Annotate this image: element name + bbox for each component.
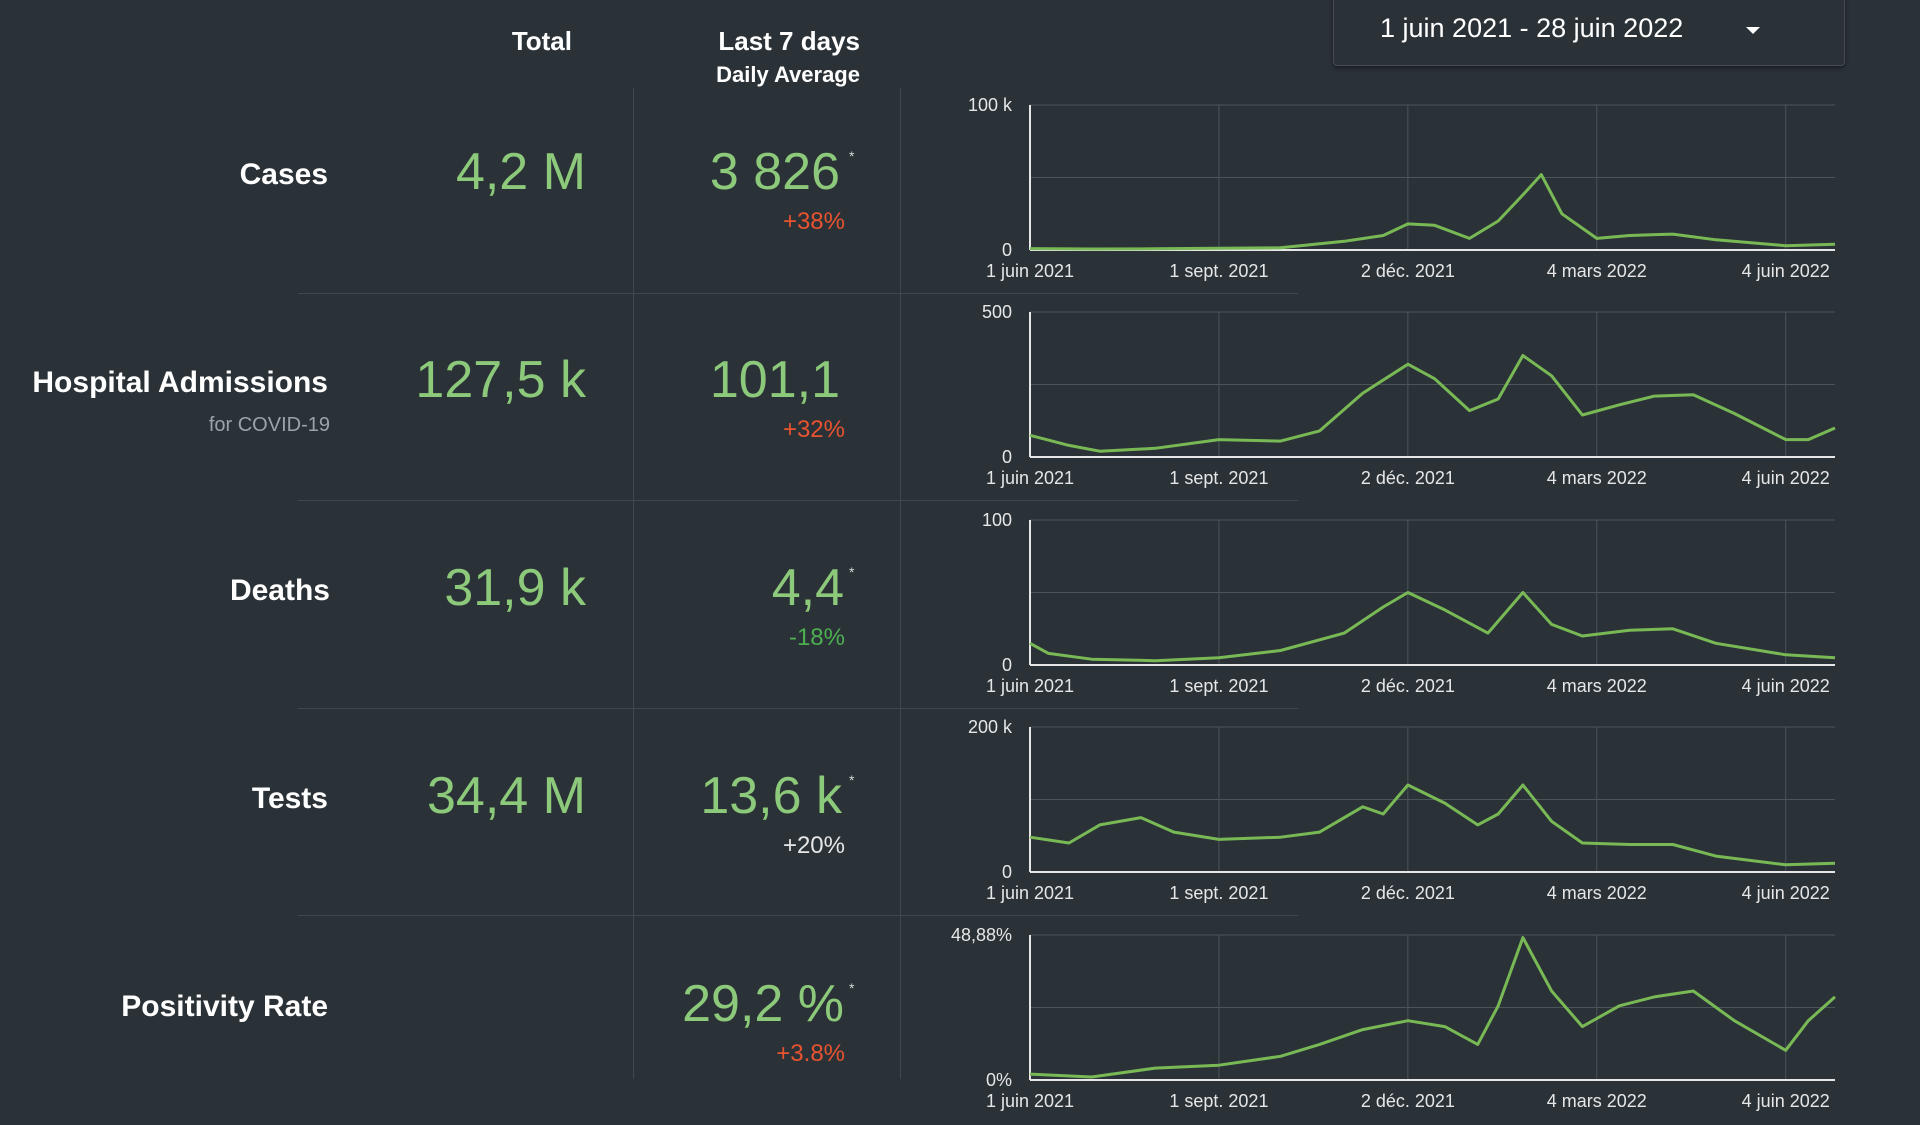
row-sublabel-covid: for COVID-19	[208, 414, 330, 436]
y-tick-label: 200 k	[968, 717, 1013, 737]
date-range-value: 1 juin 2021 - 28 juin 2022	[1380, 13, 1684, 43]
series-line	[1029, 783, 1836, 867]
row-label-deaths: Deaths	[229, 574, 330, 607]
x-tick-label: 4 mars 2022	[1547, 676, 1647, 696]
series-line	[1029, 591, 1836, 663]
date-range-dropdown[interactable]: 1 juin 2021 - 28 juin 2022	[1333, 0, 1845, 66]
x-tick-label: 1 juin 2021	[986, 468, 1074, 488]
x-tick-label: 1 sept. 2021	[1169, 468, 1268, 488]
avg-positivity-rate: 29,2 %	[682, 975, 844, 1033]
total-hospital-admissions: 127,5 k	[415, 351, 586, 409]
y-tick-label: 100	[982, 510, 1012, 530]
change-hospital-admissions: +32%	[782, 416, 845, 443]
x-tick-label: 1 juin 2021	[986, 883, 1074, 903]
x-tick-label: 4 mars 2022	[1547, 883, 1647, 903]
avg-deaths: 4,4	[771, 559, 844, 617]
x-tick-label: 4 mars 2022	[1547, 468, 1647, 488]
cases-chart[interactable]: 100 k 01 juin 2021 1 sept. 2021 2 déc. 2021…	[940, 95, 1840, 295]
x-tick-label: 4 juin 2022	[1742, 1091, 1830, 1111]
y-tick-label: 48,88%	[951, 925, 1012, 945]
y-tick-label: 0%	[986, 1070, 1012, 1090]
asterisk-note: *	[849, 564, 855, 580]
x-tick-label: 4 mars 2022	[1547, 1091, 1647, 1111]
series-line	[1029, 936, 1836, 1079]
y-tick-label: 0	[1002, 862, 1012, 882]
x-tick-label: 4 juin 2022	[1742, 261, 1830, 281]
x-tick-label: 1 juin 2021	[986, 676, 1074, 696]
positivity-rate-chart[interactable]: 48,88% 0%1 juin 2021 1 sept. 2021 2 déc. 20…	[940, 925, 1840, 1125]
x-tick-label: 4 juin 2022	[1742, 883, 1830, 903]
x-tick-label: 1 sept. 2021	[1169, 1091, 1268, 1111]
hospital-admissions-chart[interactable]: 500 01 juin 2021 1 sept. 2021 2 déc. 2021 4 …	[940, 302, 1840, 502]
row-label-tests: Tests	[251, 782, 328, 815]
header-daily-average: Daily Average	[716, 62, 860, 87]
x-tick-label: 1 juin 2021	[986, 261, 1074, 281]
deaths-chart[interactable]: 100 01 juin 2021 1 sept. 2021 2 déc. 2021 4 …	[940, 510, 1840, 710]
asterisk-note: *	[849, 980, 855, 996]
change-cases: +38%	[782, 208, 845, 235]
series-line	[1029, 354, 1836, 453]
chevron-down-icon	[1746, 27, 1760, 34]
header-last-7-days: Last 7 days	[718, 26, 860, 56]
row-label-positivity-rate: Positivity Rate	[121, 990, 328, 1023]
column-divider	[900, 88, 901, 1079]
x-tick-label: 1 sept. 2021	[1169, 261, 1268, 281]
tests-chart[interactable]: 200 k 01 juin 2021 1 sept. 2021 2 déc. 2021…	[940, 717, 1840, 917]
row-label-hospital-admissions: Hospital Admissions	[32, 366, 328, 399]
asterisk-note: *	[849, 772, 855, 788]
y-tick-label: 0	[1002, 240, 1012, 260]
y-tick-label: 500	[982, 302, 1012, 322]
x-tick-label: 1 juin 2021	[986, 1091, 1074, 1111]
change-positivity-rate: +3.8%	[776, 1040, 845, 1067]
row-divider	[298, 500, 1298, 501]
x-tick-label: 4 juin 2022	[1742, 676, 1830, 696]
avg-tests: 13,6 k	[700, 767, 842, 825]
avg-hospital-admissions: 101,1	[709, 351, 840, 409]
x-tick-label: 2 déc. 2021	[1361, 1091, 1455, 1111]
x-tick-label: 2 déc. 2021	[1361, 468, 1455, 488]
row-divider	[298, 915, 1298, 916]
change-deaths: -18%	[788, 624, 845, 651]
asterisk-note: *	[849, 148, 855, 164]
series-line	[1029, 173, 1836, 251]
x-tick-label: 4 juin 2022	[1742, 468, 1830, 488]
row-divider	[298, 708, 1298, 709]
change-tests: +20%	[782, 832, 845, 859]
column-divider	[633, 88, 634, 1079]
y-tick-label: 100 k	[968, 95, 1013, 115]
total-cases: 4,2 M	[455, 143, 586, 201]
x-tick-label: 2 déc. 2021	[1361, 676, 1455, 696]
header-total: Total	[511, 26, 572, 56]
row-label-cases: Cases	[239, 158, 328, 191]
total-tests: 34,4 M	[427, 767, 586, 825]
y-tick-label: 0	[1002, 447, 1012, 467]
x-tick-label: 1 sept. 2021	[1169, 883, 1268, 903]
x-tick-label: 1 sept. 2021	[1169, 676, 1268, 696]
avg-cases: 3 826	[709, 143, 840, 201]
row-divider	[298, 293, 1298, 294]
y-tick-label: 0	[1002, 655, 1012, 675]
total-deaths: 31,9 k	[444, 559, 586, 617]
x-tick-label: 2 déc. 2021	[1361, 261, 1455, 281]
x-tick-label: 4 mars 2022	[1547, 261, 1647, 281]
x-tick-label: 2 déc. 2021	[1361, 883, 1455, 903]
